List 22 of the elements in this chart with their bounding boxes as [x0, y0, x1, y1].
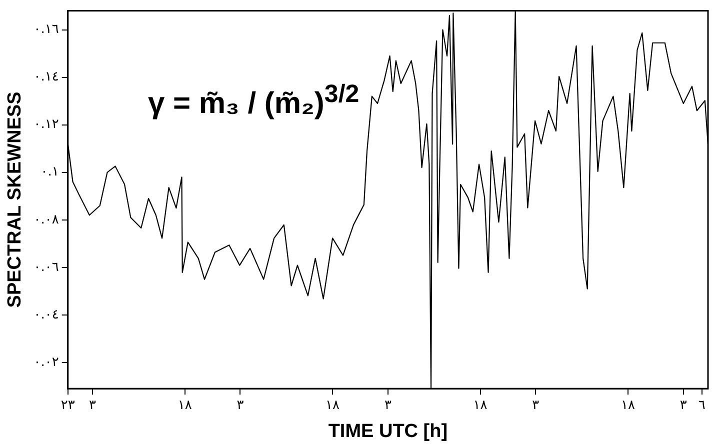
y-axis-title: SPECTRAL SKEWNESS [4, 92, 26, 308]
x-tick-label: ١٨ [178, 398, 192, 413]
x-axis-title: TIME UTC [h] [328, 420, 448, 442]
y-tick-label: ٠.٠٨ [34, 212, 59, 228]
annotation: γ = m̃₃ / (m̃₂)$^{3/2}$ [148, 80, 360, 121]
y-tick-label: ٠.١٦ [34, 22, 59, 38]
y-tick-label: ٠.٠٢ [34, 354, 59, 370]
x-tick-label: ٢٣ [60, 398, 75, 413]
y-tick-label: ٠.٠٤ [34, 307, 59, 322]
x-tick-label: ٦ [698, 398, 706, 413]
x-tick-label: ٣ [532, 398, 540, 413]
y-tick-label: ٠.١٤ [34, 70, 59, 85]
x-tick-label: ٣ [89, 398, 96, 413]
x-tick-label: ٣ [680, 398, 687, 413]
y-tick-label: ٠.١٢ [34, 117, 59, 132]
y-tick-label: ٠.٠٦ [34, 260, 59, 275]
x-tick-label: ١٨ [326, 398, 340, 413]
y-tick-label: ٠.١ [40, 164, 59, 180]
x-tick-label: ١٨ [473, 398, 488, 413]
x-tick-label: ١٨ [621, 398, 635, 413]
x-tick-label: ٣ [236, 398, 244, 413]
x-tick-label: ٣ [384, 398, 392, 413]
